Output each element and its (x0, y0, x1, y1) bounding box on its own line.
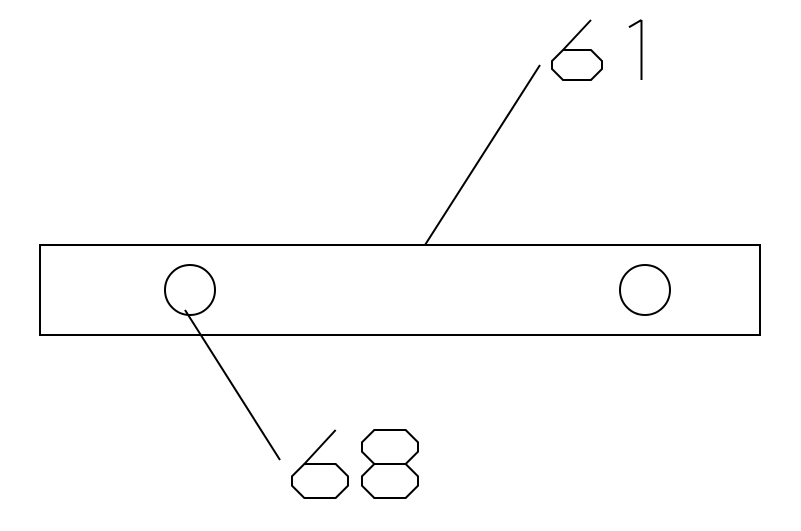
callout-label-text: 68 (292, 417, 308, 434)
callout-label-61: 61 (552, 7, 642, 80)
leader-line-0 (425, 65, 540, 245)
hole-0 (165, 265, 215, 315)
digit-8 (362, 464, 418, 498)
hole-1 (620, 265, 670, 315)
digit-6 (304, 430, 335, 464)
callout-label-text: 61 (552, 7, 568, 24)
digit-8 (362, 430, 418, 464)
digit-1 (629, 20, 642, 27)
leader-line-1 (185, 310, 280, 460)
callout-label-68: 68 (292, 417, 418, 498)
bar-body (40, 245, 760, 335)
digit-6 (563, 20, 591, 50)
digit-6 (552, 50, 602, 80)
digit-6 (292, 464, 348, 498)
